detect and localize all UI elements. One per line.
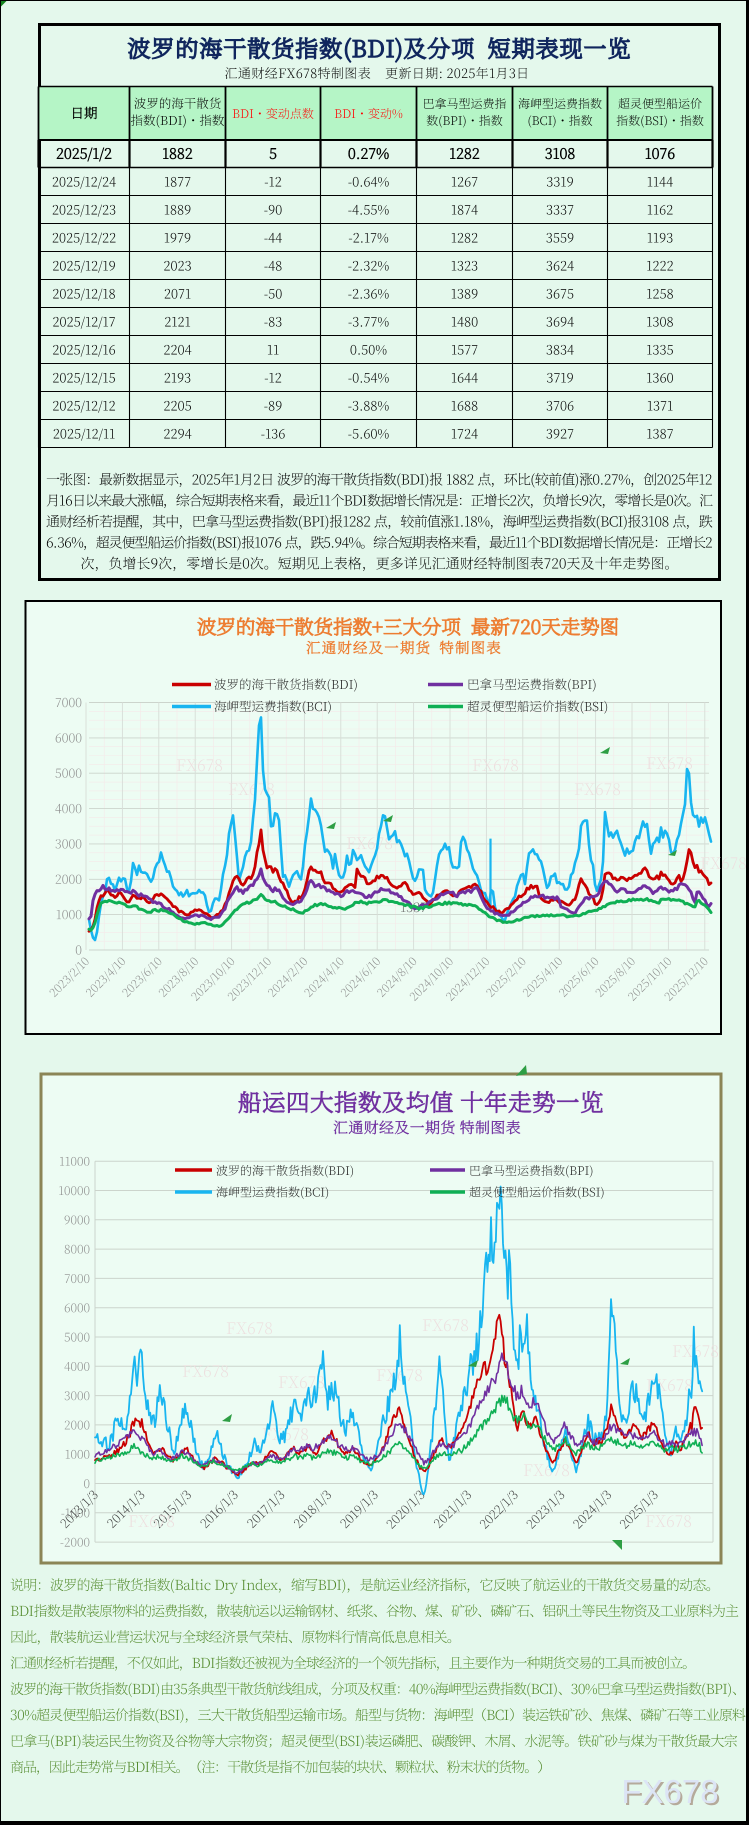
svg-text:FX678: FX678 bbox=[621, 1773, 718, 1810]
svg-text:FX678: FX678 bbox=[623, 1775, 720, 1812]
